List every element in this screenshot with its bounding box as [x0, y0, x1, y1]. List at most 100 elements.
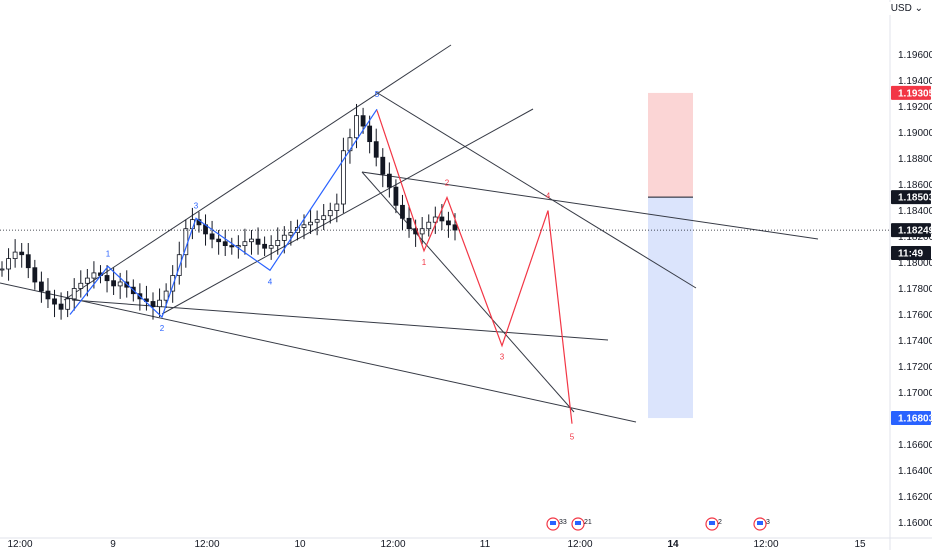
trend-line[interactable] — [63, 44, 452, 301]
candle — [242, 241, 248, 247]
price-tag[interactable] — [891, 246, 931, 261]
candle — [439, 216, 445, 222]
trend-line[interactable] — [0, 282, 637, 423]
candle — [400, 204, 405, 219]
profit-zone[interactable] — [648, 92, 693, 198]
trend-line[interactable] — [375, 91, 697, 289]
price-axis[interactable]: 1.19600 1.19400 1.19200 1.19000 1.18800 1.186… — [889, 0, 932, 550]
candle — [104, 275, 110, 282]
flag-canton — [575, 521, 581, 525]
candle — [281, 234, 287, 241]
candle — [157, 299, 162, 308]
time-tick-label: 12:00 — [380, 539, 405, 550]
candle — [268, 245, 274, 249]
event-marker[interactable]: 21 — [571, 517, 592, 531]
price-tag[interactable] — [891, 223, 931, 238]
event-marker[interactable]: 3 — [753, 517, 770, 531]
candle — [406, 217, 412, 230]
time-tick-label: 12:00 — [753, 539, 778, 550]
time-tick-label: 15 — [854, 539, 866, 550]
candle — [229, 245, 235, 248]
price-tick-label: 1.18800 — [898, 154, 932, 165]
price-tick-label: 1.19200 — [898, 102, 932, 113]
candle — [426, 221, 432, 230]
price-tick-label: 1.16400 — [898, 466, 932, 477]
wave-label: 4 — [268, 277, 273, 286]
candle — [38, 281, 44, 292]
candle — [327, 210, 333, 217]
candle — [91, 272, 97, 279]
flag-canton — [757, 521, 763, 525]
candle — [45, 290, 51, 300]
wave-label: 1 — [422, 258, 427, 267]
candle — [12, 251, 18, 260]
price-tick-label: 1.19400 — [898, 76, 932, 87]
wave-line[interactable] — [376, 110, 573, 424]
events-row[interactable]: 33 21 2 3 — [546, 517, 770, 531]
wave-line[interactable] — [69, 108, 378, 319]
candle — [78, 282, 84, 289]
trend-line[interactable] — [161, 108, 534, 315]
candle — [255, 238, 261, 245]
price-tick-label: 1.18400 — [898, 206, 932, 217]
price-tick-label: 1.17200 — [898, 362, 932, 373]
time-tick-label: 12:00 — [7, 539, 32, 550]
price-tick-label: 1.18200 — [898, 232, 932, 243]
candle — [0, 268, 5, 271]
event-marker[interactable]: 2 — [705, 517, 722, 531]
risk-zone[interactable] — [648, 197, 693, 419]
event-count: 2 — [718, 519, 722, 526]
trend-line[interactable] — [361, 171, 575, 413]
position-tool[interactable] — [648, 92, 693, 419]
price-tick-label: 1.18600 — [898, 180, 932, 191]
candle — [84, 277, 90, 284]
candle — [373, 141, 379, 158]
flag-canton — [709, 521, 715, 525]
candle — [222, 241, 228, 247]
event-count: 33 — [559, 519, 567, 526]
candle — [419, 228, 425, 235]
price-tick-label: 1.17600 — [898, 310, 932, 321]
price-tick-label: 1.16600 — [898, 440, 932, 451]
candle — [393, 186, 399, 206]
event-marker[interactable]: 33 — [546, 517, 567, 531]
candle — [380, 156, 386, 175]
wave-label: 2 — [160, 324, 165, 333]
candlestick-series — [0, 103, 458, 320]
price-tick-label: 1.19000 — [898, 128, 932, 139]
price-tag-label: 1.18249 — [898, 226, 932, 237]
candle — [32, 267, 38, 283]
price-tag[interactable] — [891, 85, 931, 100]
event-count: 3 — [766, 519, 770, 526]
price-tick-label: 1.19600 — [898, 50, 932, 61]
currency-button[interactable]: USD ⌄ — [887, 2, 926, 15]
chevron-down-icon: ⌄ — [914, 3, 923, 14]
price-tick-label: 1.17800 — [898, 284, 932, 295]
candle — [150, 301, 156, 308]
elliott-waves[interactable]: 1 2 3 4 5 1 2 3 4 5 — [69, 90, 575, 442]
candle — [452, 224, 458, 231]
price-tag-label: 1.18503 — [898, 193, 932, 204]
candle — [301, 224, 307, 228]
candle — [360, 115, 366, 127]
price-tag-label: 11:49 — [898, 249, 923, 260]
wave-label: 3 — [500, 353, 505, 362]
currency-label: USD — [890, 3, 912, 14]
candle — [111, 280, 117, 287]
price-tick-label: 1.17000 — [898, 388, 932, 399]
price-tick-label: 1.16200 — [898, 492, 932, 503]
candle — [52, 298, 57, 305]
price-tag[interactable] — [891, 411, 931, 426]
candle — [334, 203, 340, 211]
time-axis[interactable]: 12:00 9 12:00 10 12:00 11 12:00 14 12:00 15 — [0, 537, 932, 550]
flag-canton — [550, 521, 556, 525]
wave-label: 5 — [375, 90, 380, 99]
wave-label: 5 — [570, 433, 575, 442]
candle — [262, 243, 268, 249]
price-tag[interactable] — [891, 190, 931, 205]
trend-line[interactable] — [361, 171, 819, 240]
price-tag-label: 1.16803 — [898, 414, 932, 425]
candle — [25, 254, 31, 269]
price-tick-label: 1.16000 — [898, 518, 932, 529]
